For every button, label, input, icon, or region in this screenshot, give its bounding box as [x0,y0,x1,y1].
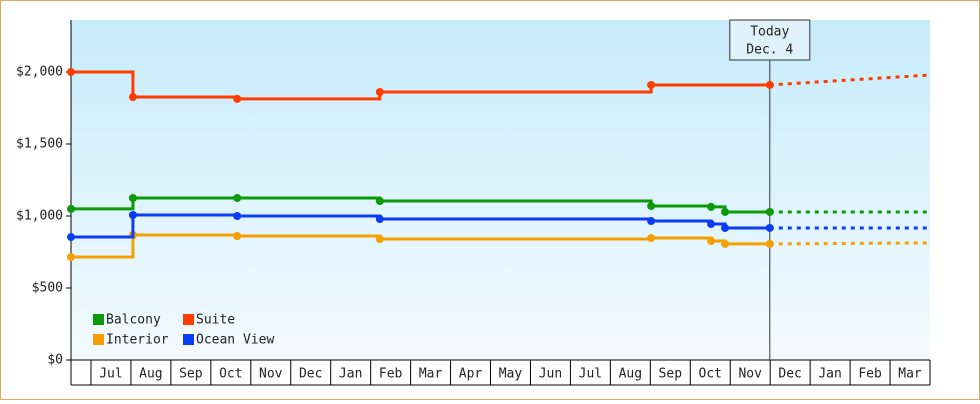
point [707,202,716,211]
point [67,67,75,76]
y-tick-label: $500 [32,280,63,295]
series-line [71,213,770,239]
x-tick-label: Aug [619,367,642,382]
legend-label: Ocean View [196,333,274,348]
legend-swatch [183,334,194,345]
point [721,223,730,232]
x-tick-label: Dec [299,367,322,382]
x-tick-label: Feb [379,367,403,382]
x-tick-label: Oct [699,367,722,382]
today-date: Dec. 4 [746,43,793,58]
legend-swatch [93,334,104,345]
point [233,193,242,202]
x-tick-label: Nov [259,367,283,382]
legend-swatch [93,314,104,325]
point [67,253,75,262]
point [233,232,242,241]
point [233,211,242,220]
x-tick-label: Aug [139,367,162,382]
point [721,239,730,248]
x-tick-label: Jul [99,367,122,382]
x-tick-label: Sep [179,367,203,382]
point [707,220,716,229]
legend-label: Balcony [106,313,161,328]
today-box [729,19,811,61]
x-tick-label: Jan [818,367,841,382]
point [721,207,730,216]
x-tick-label: Oct [219,367,242,382]
x-tick-label: Dec [778,367,801,382]
x-tick-label: May [499,367,523,382]
x-tick-label: Jan [339,367,362,382]
point [128,210,137,219]
point [233,94,242,103]
x-tick-label: Jun [539,367,562,382]
today-label: Today [750,25,789,40]
y-tick-label: $1,000 [16,208,63,223]
plot-area [71,20,930,360]
legend-label: Suite [196,313,235,328]
legend-swatch [183,314,194,325]
x-tick-label: Apr [459,367,483,382]
point [375,88,384,97]
x-tick-label: Jul [579,367,602,382]
y-tick-label: $2,000 [16,64,63,79]
point [128,193,137,202]
x-tick-label: Mar [898,367,922,382]
point [375,235,384,244]
point [375,215,384,224]
y-tick-label: $1,500 [16,136,63,151]
point [647,80,656,89]
x-tick-label: Feb [858,367,882,382]
x-tick-label: Nov [738,367,762,382]
point [707,237,716,246]
point [67,233,75,242]
point [128,93,137,102]
point [375,197,384,206]
y-tick-label: $0 [47,353,63,368]
point [67,204,75,213]
legend-label: Interior [106,333,169,348]
x-tick-label: Mar [419,367,443,382]
point [647,202,656,211]
point [647,234,656,243]
x-tick-label: Sep [659,367,683,382]
point [647,217,656,226]
